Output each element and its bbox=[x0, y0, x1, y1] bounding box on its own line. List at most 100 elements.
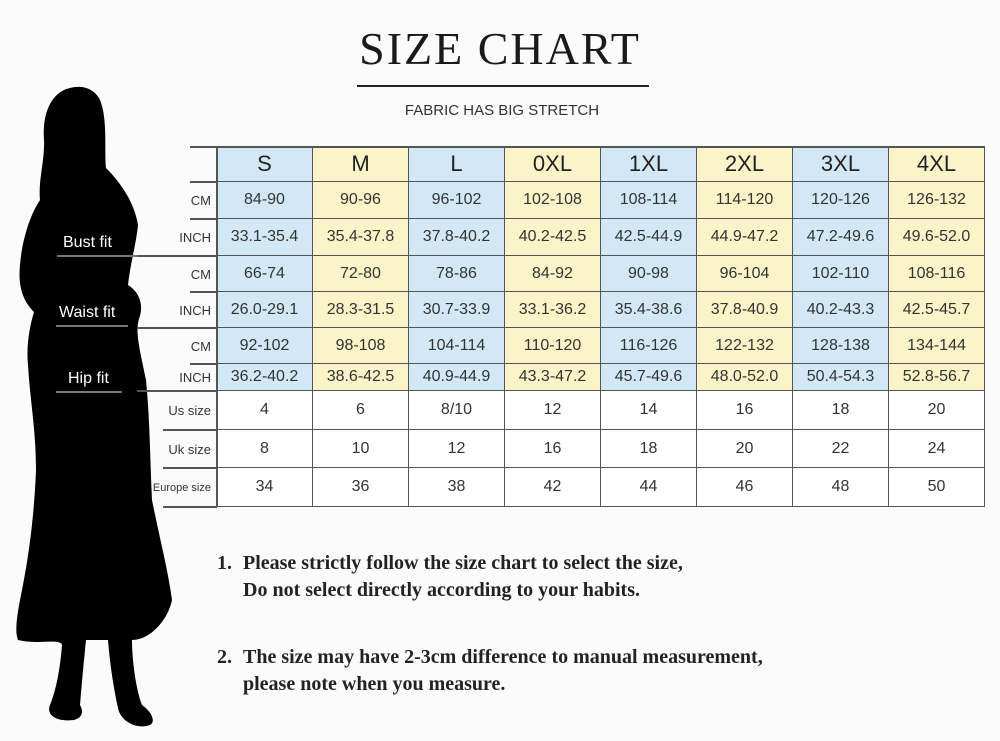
table-rule bbox=[190, 181, 217, 183]
waist-fit-label: Waist fit bbox=[59, 304, 116, 321]
table-cell: 4 bbox=[217, 391, 313, 430]
table-cell: 20 bbox=[889, 391, 985, 430]
table-cell: 84-90 bbox=[217, 182, 313, 219]
table-cell: 18 bbox=[601, 430, 697, 468]
table-cell: 48 bbox=[793, 468, 889, 507]
note-text: Please strictly follow the size chart to… bbox=[243, 552, 683, 574]
table-cell: 122-132 bbox=[697, 328, 793, 364]
table-cell: 90-96 bbox=[313, 182, 409, 219]
table-cell: 102-108 bbox=[505, 182, 601, 219]
table-cell: 20 bbox=[697, 430, 793, 468]
woman-silhouette-icon bbox=[16, 86, 173, 727]
table-cell: 42 bbox=[505, 468, 601, 507]
table-rule bbox=[163, 506, 217, 508]
table-cell: 66-74 bbox=[217, 256, 313, 292]
size-header-m: M bbox=[313, 147, 409, 182]
table-cell: 120-126 bbox=[793, 182, 889, 219]
table-cell: 128-138 bbox=[793, 328, 889, 364]
table-cell: 40.2-43.3 bbox=[793, 292, 889, 328]
table-rule bbox=[190, 218, 217, 220]
row-label: INCH bbox=[179, 370, 211, 385]
note-number: 2. bbox=[217, 646, 232, 668]
table-cell: 45.7-49.6 bbox=[601, 364, 697, 391]
page-subtitle: FABRIC HAS BIG STRETCH bbox=[404, 102, 600, 119]
table-cell: 37.8-40.9 bbox=[697, 292, 793, 328]
table-cell: 38.6-42.5 bbox=[313, 364, 409, 391]
note-text: The size may have 2-3cm difference to ma… bbox=[243, 646, 763, 668]
table-rule bbox=[216, 147, 218, 507]
table-cell: 16 bbox=[697, 391, 793, 430]
row-label: CM bbox=[190, 338, 211, 354]
table-rule bbox=[137, 327, 217, 329]
table-cell: 50.4-54.3 bbox=[793, 364, 889, 391]
table-rule bbox=[217, 146, 985, 148]
table-cell: 26.0-29.1 bbox=[217, 292, 313, 328]
table-cell: 78-86 bbox=[409, 256, 505, 292]
table-cell: 33.1-35.4 bbox=[217, 219, 313, 256]
table-cell: 37.8-40.2 bbox=[409, 219, 505, 256]
note-2: 2. The size may have 2-3cm difference to … bbox=[217, 644, 763, 698]
table-rule bbox=[190, 146, 217, 148]
table-rule bbox=[190, 363, 217, 365]
row-label: Us size bbox=[168, 403, 211, 418]
table-cell: 16 bbox=[505, 430, 601, 468]
row-label: Uk size bbox=[168, 441, 211, 457]
row-label: CM bbox=[190, 193, 211, 208]
size-header-1xl: 1XL bbox=[601, 147, 697, 182]
table-cell: 8/10 bbox=[409, 391, 505, 430]
table-cell: 42.5-44.9 bbox=[601, 219, 697, 256]
table-cell: 50 bbox=[889, 468, 985, 507]
table-cell: 134-144 bbox=[889, 328, 985, 364]
table-cell: 114-120 bbox=[697, 182, 793, 219]
waist-fit-line bbox=[56, 325, 128, 327]
title-underline bbox=[357, 85, 649, 87]
table-cell: 8 bbox=[217, 430, 313, 468]
table-cell: 35.4-37.8 bbox=[313, 219, 409, 256]
table-rule bbox=[163, 467, 217, 469]
table-cell: 10 bbox=[313, 430, 409, 468]
table-cell: 24 bbox=[889, 430, 985, 468]
table-cell: 98-108 bbox=[313, 328, 409, 364]
table-cell: 72-80 bbox=[313, 256, 409, 292]
table-cell: 52.8-56.7 bbox=[889, 364, 985, 391]
table-cell: 6 bbox=[313, 391, 409, 430]
row-label: CM bbox=[190, 266, 211, 282]
table-cell: 30.7-33.9 bbox=[409, 292, 505, 328]
table-cell: 48.0-52.0 bbox=[697, 364, 793, 391]
table-cell: 40.2-42.5 bbox=[505, 219, 601, 256]
hip-fit-label: Hip fit bbox=[68, 370, 109, 387]
table-cell: 102-110 bbox=[793, 256, 889, 292]
row-label: Europe size bbox=[152, 481, 211, 494]
table-cell: 47.2-49.6 bbox=[793, 219, 889, 256]
table-cell: 33.1-36.2 bbox=[505, 292, 601, 328]
table-cell: 28.3-31.5 bbox=[313, 292, 409, 328]
table-cell: 44 bbox=[601, 468, 697, 507]
table-cell: 108-114 bbox=[601, 182, 697, 219]
note-text: please note when you measure. bbox=[243, 673, 506, 695]
size-header-4xl: 4XL bbox=[889, 147, 985, 182]
table-cell: 12 bbox=[505, 391, 601, 430]
row-label: INCH bbox=[179, 302, 211, 318]
table-cell: 49.6-52.0 bbox=[889, 219, 985, 256]
table-cell: 14 bbox=[601, 391, 697, 430]
table-cell: 116-126 bbox=[601, 328, 697, 364]
bust-fit-line bbox=[57, 255, 137, 257]
size-header-3xl: 3XL bbox=[793, 147, 889, 182]
table-cell: 40.9-44.9 bbox=[409, 364, 505, 391]
table-cell: 35.4-38.6 bbox=[601, 292, 697, 328]
table-cell: 43.3-47.2 bbox=[505, 364, 601, 391]
table-cell: 42.5-45.7 bbox=[889, 292, 985, 328]
table-cell: 84-92 bbox=[505, 256, 601, 292]
note-text: Do not select directly according to your… bbox=[243, 579, 641, 601]
table-rule bbox=[163, 429, 217, 431]
hip-fit-line bbox=[56, 391, 122, 393]
table-cell: 38 bbox=[409, 468, 505, 507]
table-cell: 46 bbox=[697, 468, 793, 507]
row-label: INCH bbox=[179, 230, 211, 245]
page-title: SIZE CHART bbox=[359, 23, 641, 74]
table-rule bbox=[137, 255, 217, 257]
table-cell: 96-102 bbox=[409, 182, 505, 219]
table-rule bbox=[137, 390, 217, 392]
table-cell: 110-120 bbox=[505, 328, 601, 364]
table-cell: 22 bbox=[793, 430, 889, 468]
